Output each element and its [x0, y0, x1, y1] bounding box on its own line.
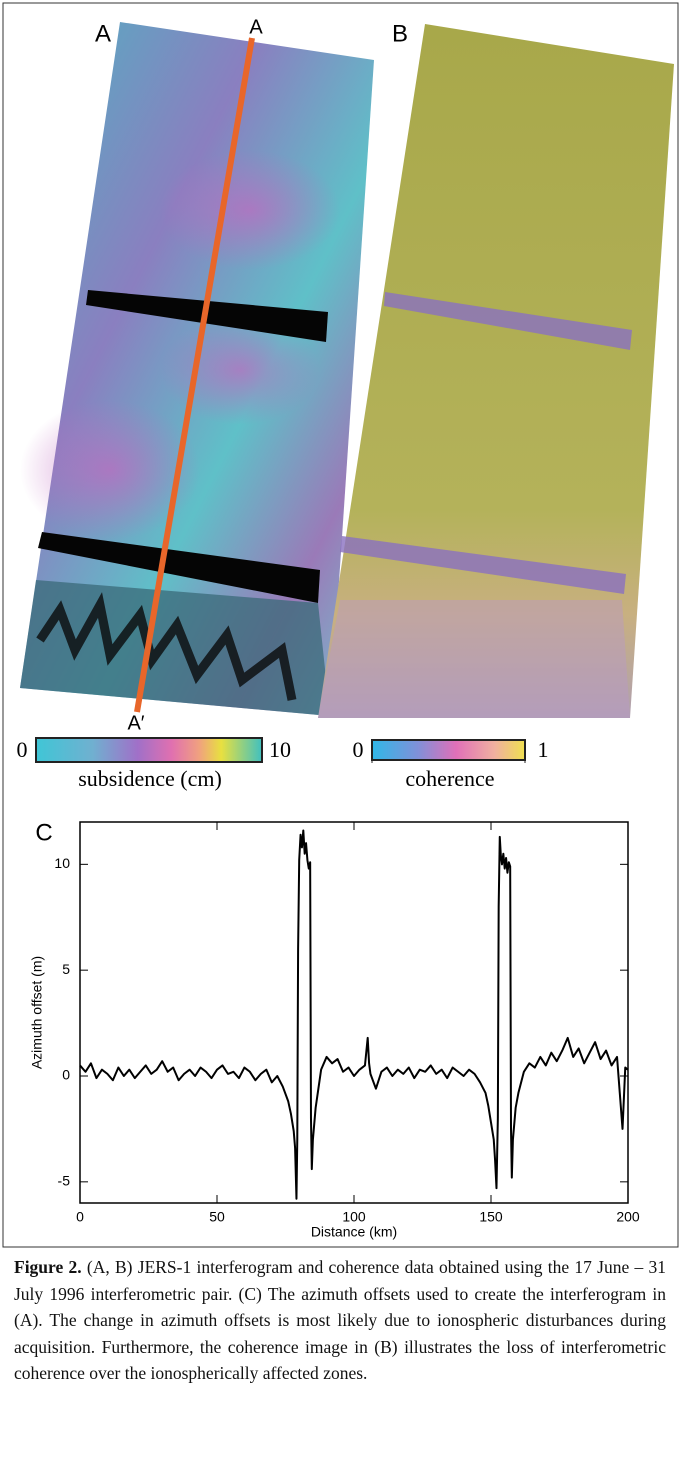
plot-frame	[79, 821, 629, 1204]
y-tick-label: 5	[62, 961, 70, 977]
subsidence-colorbar	[35, 737, 263, 763]
figure: A A A′ B subsidence (cm) coherence 0 10 0 1…	[2, 2, 679, 1248]
panel-a-label: A	[95, 20, 111, 47]
interferogram-image	[20, 22, 374, 716]
profile-start-label: A	[249, 16, 263, 38]
colorbar-tick-label: 1	[538, 737, 549, 762]
coherence-image	[318, 24, 674, 718]
caption-label: Figure 2.	[14, 1257, 82, 1277]
y-tick-label: 10	[54, 855, 70, 871]
y-tick-label: 0	[62, 1067, 70, 1083]
y-axis-label: Azimuth offset (m)	[29, 956, 45, 1069]
colorbar-label: coherence	[405, 766, 494, 791]
x-tick-label: 150	[479, 1209, 503, 1225]
colorbar-label: subsidence (cm)	[78, 766, 222, 791]
y-tick-label: -5	[58, 1173, 71, 1189]
x-axis-label: Distance (km)	[311, 1224, 397, 1240]
coherence-colorbar	[371, 739, 526, 761]
caption-text: (A, B) JERS-1 interferogram and coherenc…	[14, 1257, 666, 1383]
panel-b-label: B	[392, 20, 408, 47]
colorbar-tick-label: 0	[353, 737, 364, 762]
x-tick-label: 50	[209, 1209, 225, 1225]
x-tick-label: 200	[616, 1209, 640, 1225]
x-tick-label: 0	[76, 1209, 84, 1225]
colorbar-tick-label: 10	[269, 737, 291, 762]
profile-end-label: A′	[127, 712, 144, 734]
figure-frame	[2, 2, 679, 1248]
panel-c-label: C	[35, 819, 52, 846]
colorbar-tick-label: 0	[17, 737, 28, 762]
offset-line	[79, 829, 629, 1200]
figure-caption: Figure 2. (A, B) JERS-1 interferogram an…	[14, 1254, 666, 1387]
x-tick-label: 100	[342, 1209, 366, 1225]
